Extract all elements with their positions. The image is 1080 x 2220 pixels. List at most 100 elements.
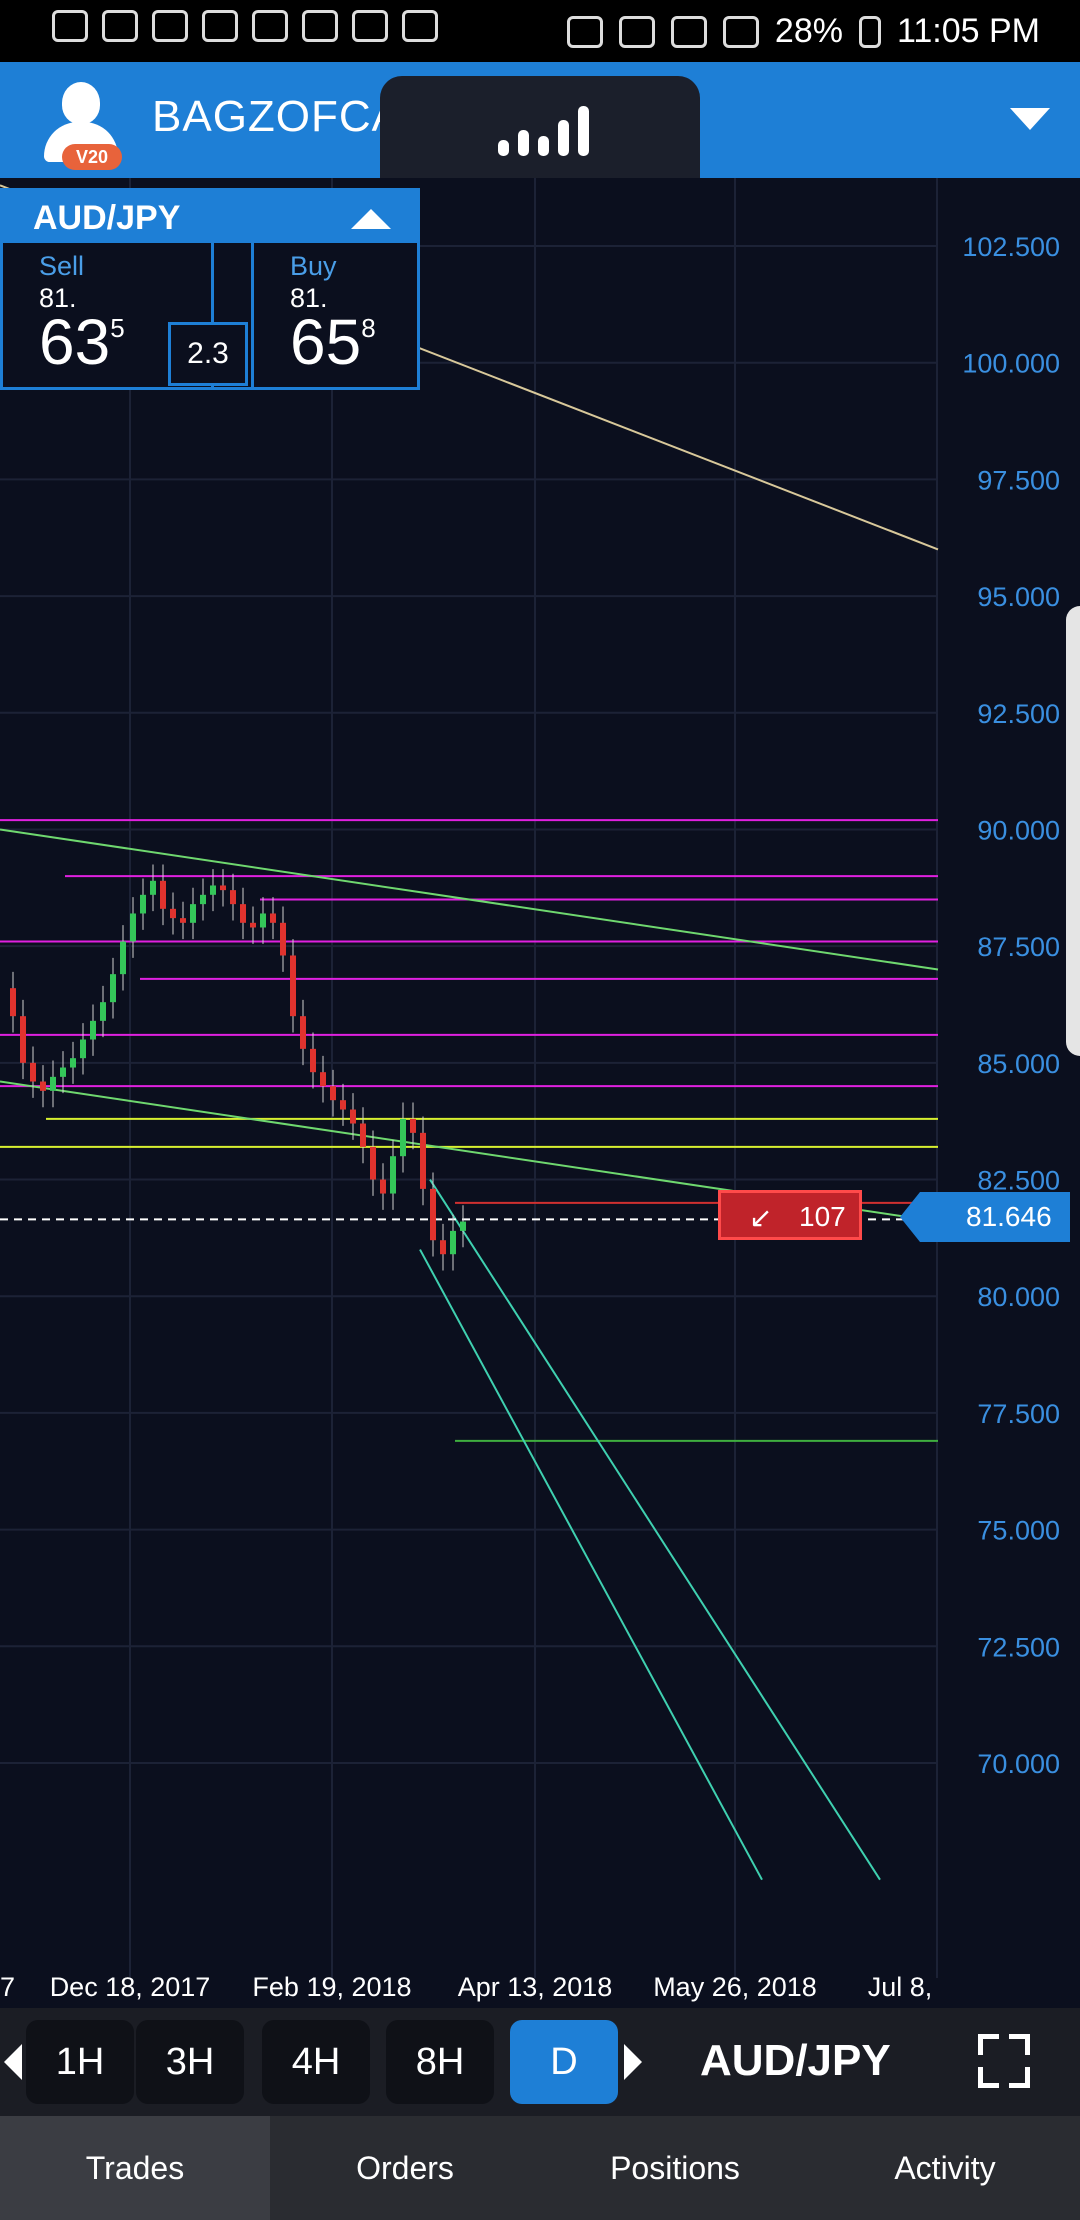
timeframe-3h-button[interactable]: 3H [136,2020,244,2104]
y-tick-label: 87.500 [977,932,1060,962]
chevron-down-icon[interactable] [1010,108,1050,130]
x-tick-label: 7 [0,1972,15,2002]
account-badge: V20 [62,144,122,170]
candle-body [390,1156,396,1194]
candle-body [460,1221,466,1231]
chevron-up-icon[interactable] [351,209,391,229]
notification-icons [52,10,438,42]
trade-marker[interactable]: ↙ 107 [718,1190,862,1240]
buy-big-figure: 81. [290,283,328,313]
x-tick-label: Dec 18, 2017 [50,1972,211,2002]
mute-icon [618,15,655,48]
sell-label: Sell [39,251,85,281]
candle-body [380,1179,386,1194]
system-icons: 28% 11:05 PM [566,12,1040,51]
gmail-icon [52,10,88,42]
buy-label: Buy [290,251,337,281]
sell-button[interactable]: Sell 81. 635 [3,243,214,387]
candle-body [30,1062,36,1082]
candle-body [410,1118,416,1133]
candle-body [350,1109,356,1124]
side-drawer-handle[interactable] [1066,606,1080,1056]
candle-body [340,1100,346,1110]
x-tick-label: May 26, 2018 [653,1972,817,2002]
battery-percent: 28% [774,12,843,50]
y-tick-label: 80.000 [977,1282,1060,1312]
timeframe-1h-button[interactable]: 1H [26,2020,134,2104]
nav-orders[interactable]: Orders [356,2150,454,2186]
image-icon [202,10,238,42]
trendline-green-upper [0,828,939,971]
candle-body [90,1020,96,1040]
voicemail-icon [352,10,388,42]
battery-icon [858,15,881,48]
signal-icon [722,15,759,48]
y-tick-label: 82.500 [977,1166,1060,1196]
username[interactable]: BAGZOFCA [152,92,403,141]
chart-svg[interactable]: 102.500 100.000 97.500 95.000 92.500 90.000 87… [0,178,1080,2008]
candle-body [220,885,226,891]
tmobile-icon [152,10,188,42]
sell-big-figure: 81. [39,283,77,313]
candle-body [120,941,126,975]
nav-activity[interactable]: Activity [894,2150,996,2186]
candle-body [310,1048,316,1073]
sell-price: 635 [39,306,125,378]
fullscreen-icon[interactable] [978,2034,1030,2088]
nfc-icon [566,15,603,48]
candle-body [420,1132,426,1189]
viber-icon [402,10,438,42]
channel-lower [419,1249,763,1881]
chevron-left-icon[interactable] [4,2044,22,2080]
y-tick-label: 100.000 [962,349,1060,379]
candle-body [70,1058,76,1068]
x-tick-label: Jul 8, [868,1972,933,2002]
y-tick-label: 70.000 [977,1749,1060,1779]
wifi-icon [670,15,707,48]
app-header: V20 BAGZOFCA [0,62,1080,178]
planet-icon-2 [302,10,338,42]
candle-body [50,1076,56,1091]
x-tick-label: Apr 13, 2018 [458,1972,613,2002]
candle-body [210,885,216,895]
candle-body [230,890,236,905]
chart-bars-icon [498,106,589,156]
timeframe-4h-button[interactable]: 4H [262,2020,370,2104]
price-chart[interactable]: 102.500 100.000 97.500 95.000 92.500 90.000 87… [0,178,1080,2008]
y-tick-label: 95.000 [977,582,1060,612]
y-tick-label: 75.000 [977,1516,1060,1546]
current-price-value: 81.646 [966,1201,1052,1232]
buy-price: 658 [290,306,376,378]
chart-tab[interactable] [380,76,700,178]
timeframe-d-button[interactable]: D [510,2020,618,2104]
avatar[interactable]: V20 [32,78,128,170]
ticker-pair: AUD/JPY [33,199,181,237]
ticker-title[interactable]: AUD/JPY [3,191,417,243]
chevron-right-icon[interactable] [624,2044,642,2080]
candle-body [450,1230,456,1255]
timeframe-8h-button[interactable]: 8H [386,2020,494,2104]
ticker-box[interactable]: AUD/JPY Sell 81. 635 Buy 81. 658 [0,188,420,390]
candle-body [370,1146,376,1180]
candle-body [270,913,276,923]
trade-marker-units: 107 [799,1201,846,1232]
wifi-call-icon [102,10,138,42]
bottom-nav: Trades Orders Positions Activity [0,2116,1080,2220]
instrument-label[interactable]: AUD/JPY [700,2036,891,2085]
avatar-head [62,82,100,124]
candle-body [400,1118,406,1157]
y-tick-label: 77.500 [977,1399,1060,1429]
nav-trades[interactable]: Trades [0,2116,270,2220]
candle-body [80,1039,86,1059]
nav-positions[interactable]: Positions [610,2150,740,2186]
candle-body [240,904,246,923]
candle-body [130,913,136,942]
buy-button[interactable]: Buy 81. 658 [251,243,420,387]
candle-body [140,894,146,914]
sell-arrow-icon: ↙ [749,1202,773,1233]
planet-icon [252,10,288,42]
candle-body [180,918,186,923]
candle-body [360,1123,366,1147]
candle-body [170,908,176,919]
channel-upper [429,1178,881,1881]
